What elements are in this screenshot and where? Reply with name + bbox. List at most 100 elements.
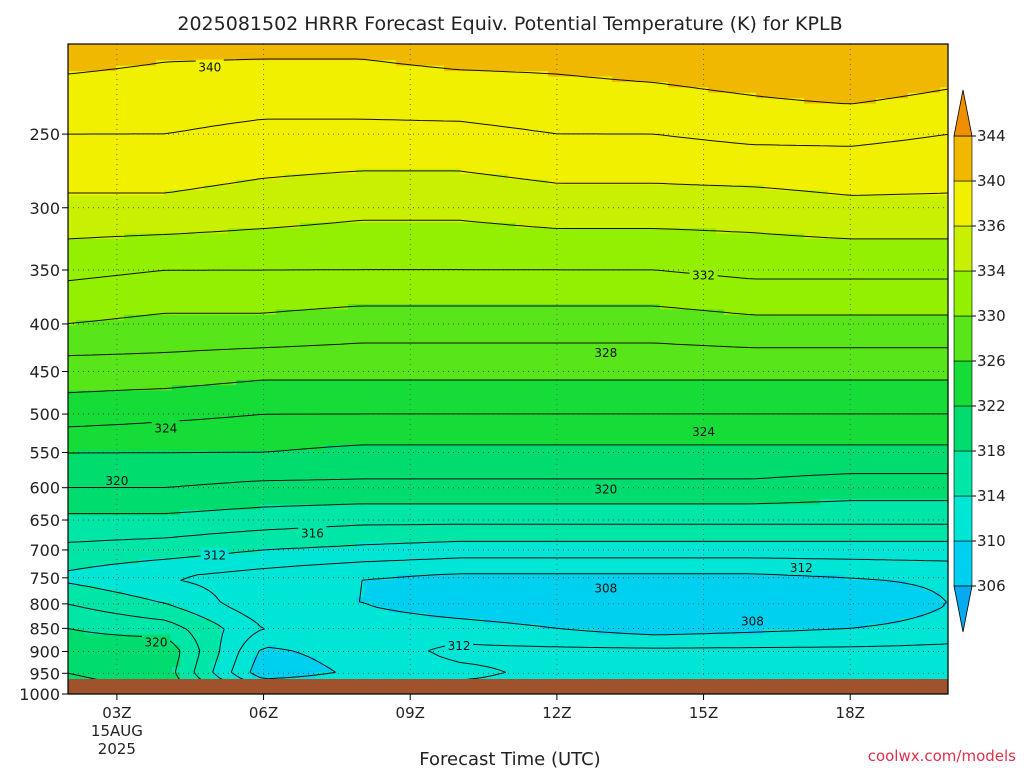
heat-cell (132, 211, 141, 218)
heat-cell (116, 282, 125, 289)
heat-cell (68, 249, 77, 256)
heat-cell (580, 44, 589, 51)
heat-cell (244, 282, 253, 289)
heat-cell (380, 114, 389, 121)
heat-cell (428, 233, 437, 240)
heat-cell (564, 184, 573, 191)
heat-cell (292, 249, 301, 256)
heat-cell (812, 76, 821, 83)
heat-cell (868, 222, 877, 229)
heat-cell (516, 228, 525, 235)
heat-cell (124, 266, 133, 273)
heat-cell (156, 157, 165, 164)
heat-cell (292, 109, 301, 116)
heat-cell (308, 76, 317, 83)
heat-cell (716, 65, 725, 72)
heat-cell (404, 125, 413, 132)
heat-cell (212, 211, 221, 218)
heat-cell (92, 260, 101, 267)
heat-cell (76, 44, 85, 51)
heat-cell (676, 184, 685, 191)
heat-cell (620, 163, 629, 170)
heat-cell (244, 276, 253, 283)
heat-cell (116, 141, 125, 148)
heat-cell (444, 119, 453, 126)
heat-cell (212, 195, 221, 202)
heat-cell (756, 174, 765, 181)
heat-cell (756, 60, 765, 67)
heat-cell (852, 71, 861, 78)
heat-cell (604, 81, 613, 88)
heat-cell (316, 211, 325, 218)
heat-cell (756, 98, 765, 105)
heat-cell (452, 103, 461, 110)
heat-cell (604, 136, 613, 143)
heat-cell (356, 206, 365, 213)
heat-cell (748, 87, 757, 94)
heat-cell (244, 168, 253, 175)
heat-cell (332, 98, 341, 105)
heat-cell (292, 168, 301, 175)
heat-cell (932, 276, 941, 283)
heat-cell (916, 65, 925, 72)
heat-cell (636, 276, 645, 283)
heat-cell (612, 54, 621, 61)
heat-cell (764, 114, 773, 121)
heat-cell (428, 287, 437, 294)
heat-cell (932, 271, 941, 278)
heat-cell (852, 157, 861, 164)
heat-cell (492, 266, 501, 273)
heat-cell (396, 152, 405, 159)
heat-cell (540, 249, 549, 256)
heat-cell (172, 157, 181, 164)
heat-cell (332, 190, 341, 197)
heat-cell (108, 98, 117, 105)
heat-cell (724, 266, 733, 273)
heat-cell (836, 44, 845, 51)
heat-cell (468, 76, 477, 83)
heat-cell (508, 76, 517, 83)
heat-cell (836, 282, 845, 289)
heat-cell (228, 228, 237, 235)
heat-cell (220, 244, 229, 251)
heat-cell (668, 136, 677, 143)
heat-cell (404, 260, 413, 267)
heat-cell (532, 222, 541, 229)
heat-cell (444, 130, 453, 137)
heat-cell (460, 282, 469, 289)
heat-cell (756, 282, 765, 289)
heat-cell (268, 239, 277, 246)
heat-cell (572, 276, 581, 283)
heat-cell (308, 119, 317, 126)
heat-cell (740, 233, 749, 240)
heat-cell (372, 54, 381, 61)
heat-cell (644, 266, 653, 273)
heat-cell (660, 163, 669, 170)
heat-cell (164, 98, 173, 105)
heat-cell (116, 255, 125, 262)
heat-cell (932, 125, 941, 132)
heat-cell (116, 163, 125, 170)
heat-cell (508, 179, 517, 186)
heat-cell (620, 49, 629, 56)
heat-cell (516, 44, 525, 51)
heat-cell (212, 255, 221, 262)
heat-cell (364, 211, 373, 218)
heat-cell (412, 195, 421, 202)
heat-cell (660, 81, 669, 88)
heat-cell (612, 195, 621, 202)
heat-cell (348, 146, 357, 153)
heat-cell (780, 244, 789, 251)
heat-cell (500, 71, 509, 78)
heat-cell (660, 255, 669, 262)
heat-cell (164, 152, 173, 159)
heat-cell (140, 179, 149, 186)
heat-cell (652, 54, 661, 61)
heat-cell (940, 195, 949, 202)
heat-cell (612, 174, 621, 181)
heat-cell (516, 141, 525, 148)
heat-cell (340, 114, 349, 121)
heat-cell (836, 201, 845, 208)
heat-cell (436, 260, 445, 267)
heat-cell (196, 217, 205, 224)
